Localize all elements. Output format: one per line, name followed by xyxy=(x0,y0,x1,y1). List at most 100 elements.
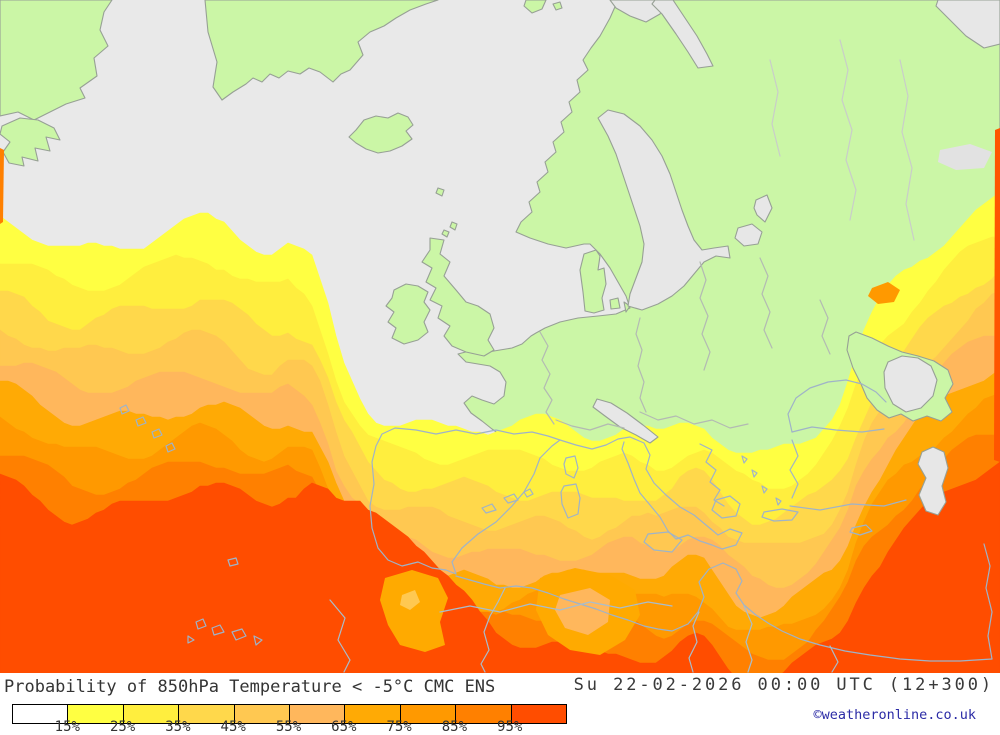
coast-greece xyxy=(699,443,725,507)
land-svalbard-2 xyxy=(552,1,563,11)
legend-color-cell xyxy=(344,705,400,723)
coast-africa xyxy=(455,562,993,662)
legend-color-cell xyxy=(178,705,234,723)
land-orkney xyxy=(441,229,450,238)
coast-azores-2 xyxy=(151,428,163,439)
coast-peloponnese xyxy=(711,495,741,519)
coast-cyprus xyxy=(849,524,873,536)
coast-turkey-north xyxy=(791,426,885,433)
border-alps xyxy=(555,419,625,431)
patch-atlas-core xyxy=(400,590,420,610)
lake-ladoga xyxy=(734,223,763,247)
coast-canary-4 xyxy=(253,635,263,646)
land-faroe xyxy=(435,187,445,197)
coast-azores-1 xyxy=(135,416,147,427)
map-title: Probability of 850hPa Temperature < -5°C… xyxy=(4,677,496,697)
land-britain xyxy=(421,237,495,357)
legend-tick-label: 25% xyxy=(109,719,136,735)
coast-balearic-2 xyxy=(503,493,519,504)
sea-black-east xyxy=(883,355,938,413)
patch-atlas-light xyxy=(380,570,448,652)
land-newfoundland xyxy=(0,117,61,167)
border-germany-poland xyxy=(635,317,647,413)
legend-color-cell xyxy=(510,705,567,723)
legend-color-cell xyxy=(67,705,123,723)
europe-probability-map xyxy=(0,0,1000,673)
border-sahara xyxy=(439,601,673,613)
patch-right-edge xyxy=(994,128,1000,462)
legend-color-cell xyxy=(233,705,290,723)
land-svalbard xyxy=(523,0,547,14)
legend-tick-label: 65% xyxy=(331,719,357,735)
border-ukraine xyxy=(819,299,831,355)
coast-canary-1 xyxy=(195,618,207,630)
legend-tick-label: 35% xyxy=(165,719,191,735)
coast-crete xyxy=(761,508,799,522)
river-volga xyxy=(839,39,857,221)
field-band-95pct xyxy=(0,461,1000,673)
coast-aegean-1 xyxy=(741,455,748,464)
border-algeria-tunisia xyxy=(688,611,700,673)
coast-black-west xyxy=(787,379,887,433)
coast-azores-3 xyxy=(165,442,176,453)
map-datetime: Su 22-02-2026 00:00 UTC (12+300) xyxy=(573,675,994,695)
border-belarus xyxy=(759,257,773,349)
land-iceland xyxy=(348,112,414,154)
legend-tick-label: 55% xyxy=(275,719,302,735)
land-greenland xyxy=(204,0,439,101)
coast-canary-3 xyxy=(231,628,247,641)
patch-tunisia-core xyxy=(555,588,610,635)
land-denmark-isle-1 xyxy=(609,297,621,310)
coast-levant xyxy=(983,543,993,660)
coast-canary-5 xyxy=(187,635,195,644)
coast-turkey-south xyxy=(789,499,907,511)
coast-france-med xyxy=(559,436,631,450)
patch-left-edge xyxy=(0,148,4,224)
patch-ne-spot xyxy=(868,282,900,304)
sea-kara-bite xyxy=(935,0,1000,49)
sea-caspian xyxy=(917,446,949,516)
coast-azores-4 xyxy=(119,404,130,415)
legend-tick-label: 95% xyxy=(497,719,523,735)
border-baltics xyxy=(699,261,711,371)
river-dvina xyxy=(769,59,781,157)
lake-russia xyxy=(938,144,992,170)
coast-madeira xyxy=(227,557,239,567)
land-ireland xyxy=(385,283,431,345)
border-wsahara xyxy=(329,599,351,673)
coast-aegean-4 xyxy=(775,497,782,506)
sea-baltic xyxy=(597,109,731,311)
border-morocco-algeria xyxy=(480,587,506,673)
coast-sicily xyxy=(643,531,683,553)
legend-color-bar xyxy=(12,704,567,724)
legend-color-cell xyxy=(455,705,511,723)
copyright-watermark: ©weatheronline.co.uk xyxy=(813,707,976,723)
coast-balearic-1 xyxy=(481,503,497,514)
coast-iberia xyxy=(369,427,561,575)
coast-aegean-3 xyxy=(761,485,768,494)
land-denmark-isle-2 xyxy=(623,301,631,313)
legend-tick-label: 45% xyxy=(220,719,246,735)
legend-color-cell xyxy=(399,705,456,723)
legend-color-cell xyxy=(122,705,179,723)
border-tunisia-libya xyxy=(743,605,753,673)
legend-tick-labels: 15% 25% 35% 45% 55% 65% 75% 85% 95% xyxy=(0,719,1000,735)
legend-color-cell xyxy=(289,705,345,723)
lake-onega xyxy=(753,194,773,223)
land-shetland xyxy=(449,221,458,231)
coast-canary-2 xyxy=(211,624,225,636)
coast-aegean-2 xyxy=(751,469,758,478)
border-france-germany xyxy=(539,331,555,425)
coast-turkey-west xyxy=(789,439,799,499)
border-danube xyxy=(639,411,749,429)
sea-adriatic xyxy=(592,398,659,444)
land-denmark xyxy=(579,249,607,314)
weather-map-canvas xyxy=(0,0,1000,673)
river-kama xyxy=(899,59,915,241)
coast-balearic-3 xyxy=(523,488,534,498)
sea-white-sea xyxy=(651,0,714,69)
coast-italy xyxy=(621,436,743,550)
coast-sardinia xyxy=(560,483,581,519)
land-labrador xyxy=(0,0,113,121)
legend-color-cell xyxy=(13,705,68,723)
